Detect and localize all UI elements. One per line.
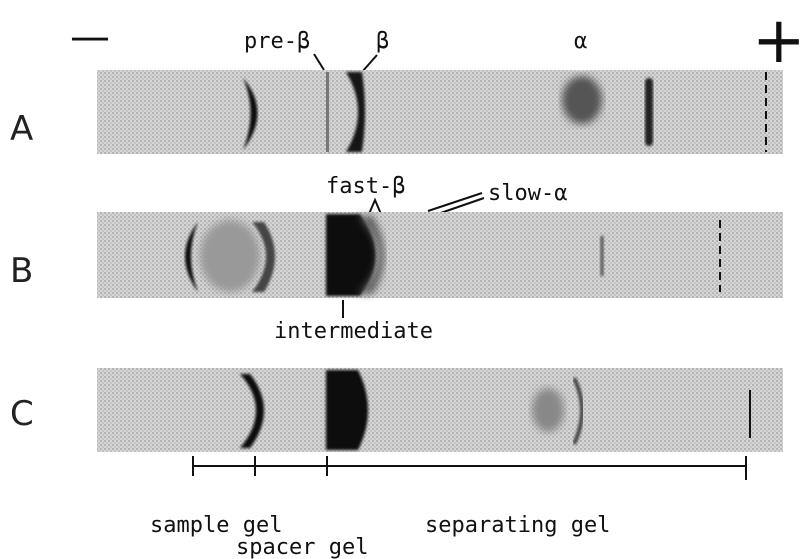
lane-label: B: [10, 251, 33, 291]
beta-label: β: [376, 29, 389, 54]
figure: — + pre-β β α A fast-β slow-α B intermed…: [0, 0, 809, 559]
caret: [369, 200, 381, 214]
pre-beta-label: pre-β: [244, 29, 310, 54]
region-bracket: [193, 456, 746, 480]
gel-lane-a: [97, 70, 783, 154]
lane-label: C: [10, 394, 34, 434]
pointer: [314, 54, 324, 70]
positive-pole: +: [752, 4, 806, 78]
slow-alpha-label: slow-α: [488, 181, 567, 206]
fast-beta-label: fast-β: [326, 174, 405, 199]
lane-label: A: [10, 109, 33, 149]
pointer: [362, 55, 377, 72]
separating-gel-label: separating gel: [425, 513, 610, 538]
intermediate-label: intermediate: [274, 319, 433, 344]
gel-lane-b: [97, 212, 783, 298]
alpha-label: α: [574, 29, 587, 54]
gel-lane-c: [97, 368, 783, 452]
spacer-gel-label: spacer gel: [236, 535, 368, 559]
negative-pole: —: [70, 14, 110, 60]
